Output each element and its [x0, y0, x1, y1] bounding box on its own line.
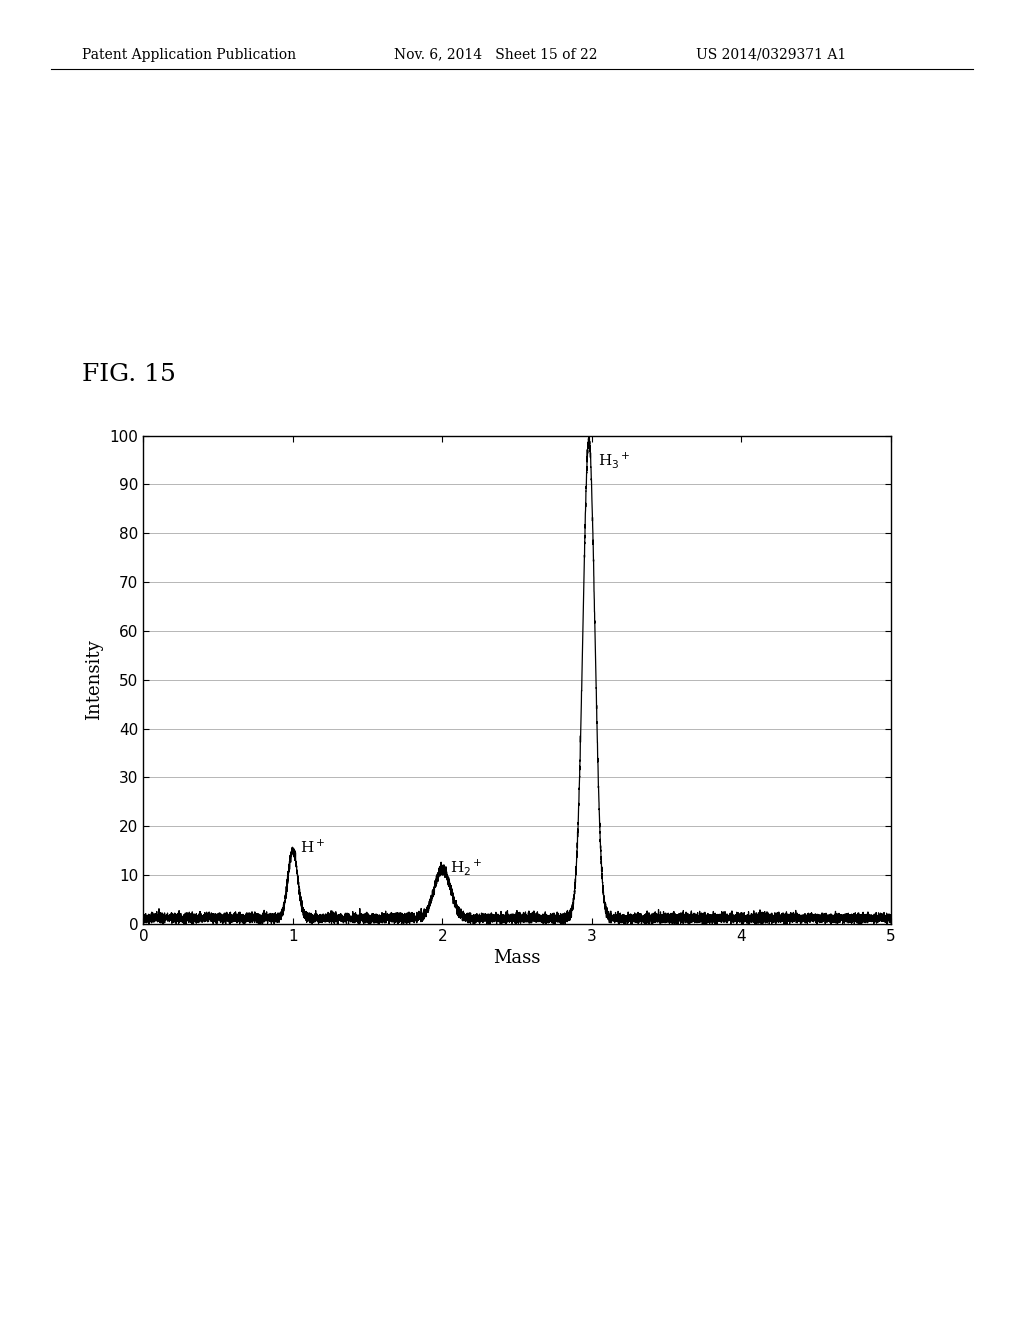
- Text: H$_2$$^+$: H$_2$$^+$: [450, 858, 482, 878]
- Text: Nov. 6, 2014   Sheet 15 of 22: Nov. 6, 2014 Sheet 15 of 22: [394, 48, 598, 62]
- X-axis label: Mass: Mass: [494, 949, 541, 968]
- Text: FIG. 15: FIG. 15: [82, 363, 176, 385]
- Text: H$_3$$^+$: H$_3$$^+$: [598, 450, 631, 470]
- Text: H$^+$: H$^+$: [300, 840, 326, 857]
- Y-axis label: Intensity: Intensity: [85, 639, 102, 721]
- Text: Patent Application Publication: Patent Application Publication: [82, 48, 296, 62]
- Text: US 2014/0329371 A1: US 2014/0329371 A1: [696, 48, 847, 62]
